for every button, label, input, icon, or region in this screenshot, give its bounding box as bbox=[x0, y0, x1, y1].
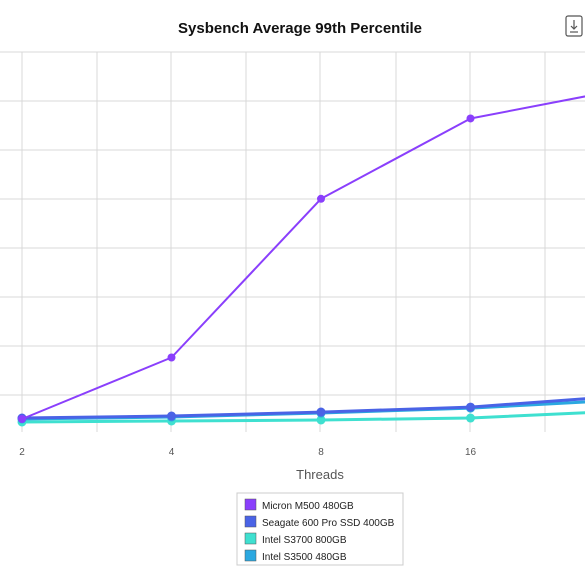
x-tick-label: 4 bbox=[169, 447, 175, 458]
legend[interactable]: Micron M500 480GB Seagate 600 Pro SSD 400… bbox=[236, 492, 404, 566]
legend-box bbox=[236, 492, 404, 566]
legend-item[interactable]: Intel S3500 480GB bbox=[244, 549, 347, 563]
legend-label: Intel S3500 480GB bbox=[262, 552, 347, 563]
chart-title: Sysbench Average 99th Percentile bbox=[178, 20, 422, 37]
data-point[interactable] bbox=[466, 413, 475, 423]
legend-swatch bbox=[244, 515, 257, 528]
data-point[interactable] bbox=[466, 114, 475, 123]
x-axis-label: Threads bbox=[296, 467, 344, 482]
legend-swatch bbox=[244, 532, 257, 545]
legend-label: Seagate 600 Pro SSD 400GB bbox=[262, 518, 395, 529]
grid bbox=[0, 51, 585, 432]
data-point[interactable] bbox=[167, 353, 176, 362]
legend-swatch bbox=[244, 549, 257, 562]
series-0 bbox=[18, 95, 585, 423]
download-icon[interactable] bbox=[565, 15, 583, 37]
legend-label: Micron M500 480GB bbox=[262, 501, 354, 512]
data-point[interactable] bbox=[316, 415, 326, 425]
x-tick-label: 8 bbox=[318, 447, 324, 458]
series-line bbox=[21, 95, 585, 420]
data-point[interactable] bbox=[316, 407, 326, 417]
legend-label: Intel S3700 800GB bbox=[262, 535, 347, 546]
legend-item[interactable]: Intel S3700 800GB bbox=[244, 532, 347, 546]
data-point[interactable] bbox=[317, 194, 325, 203]
legend-item[interactable]: Micron M500 480GB bbox=[244, 498, 354, 512]
x-tick-label: 2 bbox=[19, 447, 25, 458]
x-ticks: 2 4 8 16 bbox=[19, 447, 476, 458]
legend-swatch bbox=[244, 498, 257, 511]
legend-item[interactable]: Seagate 600 Pro SSD 400GB bbox=[244, 515, 395, 529]
data-point[interactable] bbox=[466, 402, 475, 412]
x-tick-label: 16 bbox=[465, 447, 477, 458]
data-point[interactable] bbox=[167, 411, 176, 421]
series-layer bbox=[17, 95, 585, 427]
data-point[interactable] bbox=[18, 415, 26, 423]
